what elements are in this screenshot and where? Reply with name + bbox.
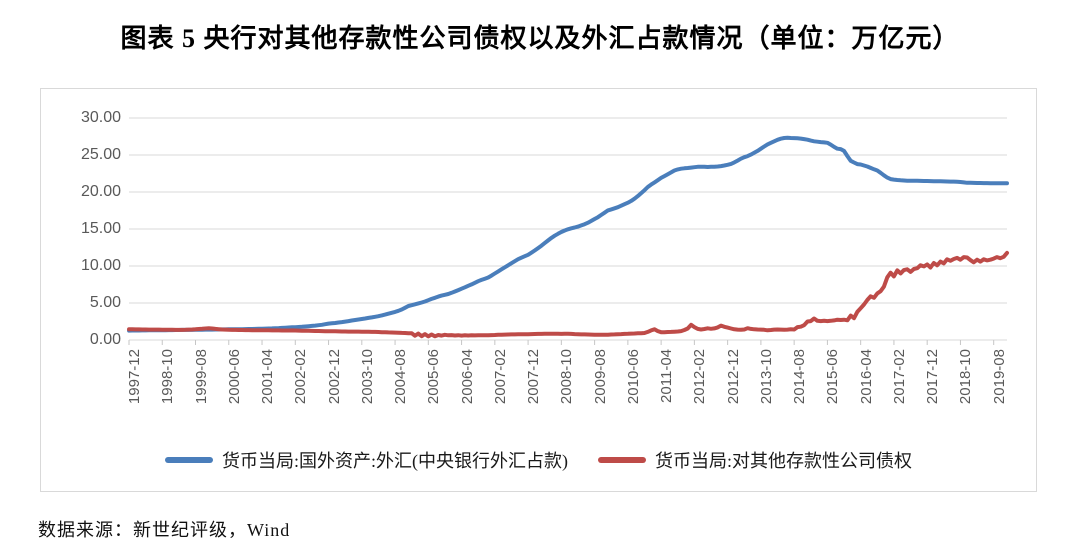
y-axis-tick-label: 5.00 <box>89 294 121 311</box>
x-axis-tick-label: 2009-08 <box>591 349 609 405</box>
x-axis-tick-label: 1999-08 <box>192 349 210 405</box>
legend-label-fx: 货币当局:国外资产:外汇(中央银行外汇占款) <box>222 451 568 471</box>
source-note: 数据来源：新世纪评级，Wind <box>38 520 291 540</box>
x-axis-tick-label: 1997-12 <box>126 349 143 405</box>
chart-panel: 30.00 25.00 20.00 15.00 10.00 5.00 0.00 1997-1… <box>40 88 1037 492</box>
y-axis-tick-label: 15.00 <box>80 220 121 237</box>
x-axis-tick-label: 2003-10 <box>358 349 376 405</box>
x-axis-tick-label: 2018-10 <box>957 349 975 405</box>
x-axis-tick-label: 1998-10 <box>159 349 177 405</box>
x-axis-tick-label: 2019-08 <box>990 349 1008 405</box>
x-axis-tick-label: 2013-10 <box>757 349 775 405</box>
y-axis-tick-label: 25.00 <box>80 146 121 163</box>
x-axis-tick-label: 2017-02 <box>890 349 908 405</box>
y-axis-tick-label: 20.00 <box>80 183 121 200</box>
x-axis-tick-label: 2016-04 <box>857 349 875 405</box>
y-axis-tick-label: 30.00 <box>80 109 121 126</box>
x-axis-tick-label: 2012-12 <box>724 349 742 405</box>
x-axis-tick-label: 2010-06 <box>624 349 642 405</box>
series-line-fx <box>127 135 1009 333</box>
x-axis-tick-label: 2015-06 <box>824 349 842 405</box>
x-axis-tick-label: 2001-04 <box>259 349 277 405</box>
x-axis-tick-label: 2017-12 <box>924 349 942 405</box>
x-axis-tick-label: 2014-08 <box>791 349 809 405</box>
x-axis-tick-label: 2012-02 <box>691 349 709 405</box>
legend-item-claims: 货币当局:对其他存款性公司债权 <box>598 447 912 473</box>
chart-title: 图表 5 央行对其他存款性公司债权以及外汇占款情况（单位：万亿元） <box>120 24 960 53</box>
x-axis-tick-label: 2004-08 <box>392 349 410 405</box>
x-axis-tick-label: 2007-12 <box>525 349 543 405</box>
x-axis-tick-label: 2000-06 <box>225 349 243 405</box>
x-axis-tick-label: 2011-04 <box>658 349 676 403</box>
x-axis-tick-label: 2008-10 <box>558 349 576 405</box>
legend: 货币当局:国外资产:外汇(中央银行外汇占款) 货币当局:对其他存款性公司债权 <box>41 447 1036 473</box>
x-axis-tick-label: 2005-06 <box>425 349 443 405</box>
legend-swatch-fx <box>165 457 213 463</box>
series-line-claims <box>127 250 1009 339</box>
legend-item-fx: 货币当局:国外资产:外汇(中央银行外汇占款) <box>165 447 568 473</box>
x-axis-tick-label: 2007-02 <box>491 349 509 405</box>
x-axis-tick-label: 2002-12 <box>325 349 343 405</box>
x-axis-tick-label: 2002-02 <box>292 349 310 405</box>
x-axis-tick-label: 2006-04 <box>458 349 476 405</box>
y-axis-tick-label: 0.00 <box>89 331 121 348</box>
y-axis-tick-label: 10.00 <box>80 257 121 274</box>
plot-svg <box>127 117 1009 345</box>
legend-label-claims: 货币当局:对其他存款性公司债权 <box>655 451 912 471</box>
legend-swatch-claims <box>598 457 646 463</box>
